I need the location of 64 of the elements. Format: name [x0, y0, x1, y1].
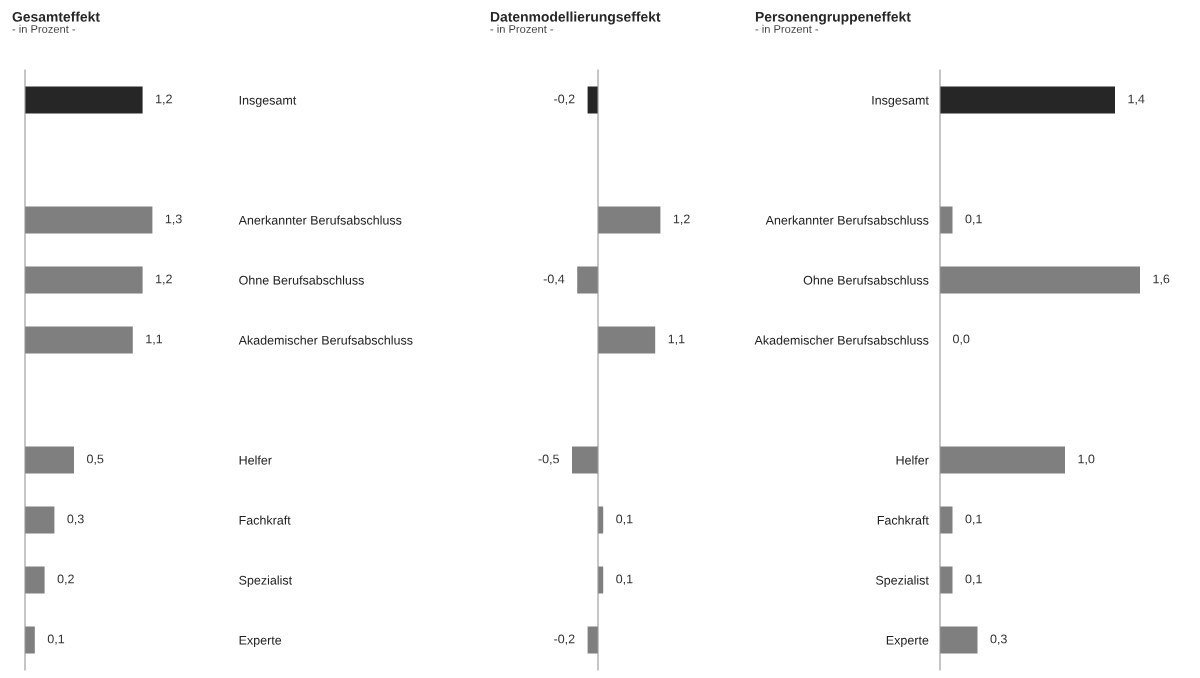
- bar: [25, 86, 143, 114]
- bar: [25, 326, 133, 354]
- y-tick-label: Helfer: [239, 455, 272, 465]
- data-label: 1,2: [156, 274, 172, 285]
- y-tick-label: Akademischer Berufsabschluss: [238, 335, 413, 345]
- data-label: 0,2: [57, 574, 74, 585]
- bar: [25, 266, 143, 294]
- bar: [940, 266, 1140, 294]
- y-tick-label: Anerkannter Berufsabschluss: [765, 215, 929, 225]
- bar: [598, 206, 661, 234]
- data-label: 0,1: [965, 514, 982, 525]
- data-label: 1,2: [673, 214, 690, 225]
- text: - in Prozent -: [755, 24, 819, 33]
- data-label: 0,5: [86, 454, 104, 465]
- y-tick-label: Akademischer Berufsabschluss: [754, 335, 929, 345]
- chart-title: Gesamteffekt: [12, 11, 100, 22]
- data-label: 0,3: [990, 634, 1007, 645]
- y-tick-label: Ohne Berufsabschluss: [239, 275, 364, 285]
- data-label: 1,4: [1128, 94, 1145, 105]
- y-tick-label: Fachkraft: [239, 515, 291, 525]
- bar: [587, 86, 598, 114]
- bar: [940, 446, 1065, 474]
- y-tick-label: Experte: [886, 635, 929, 648]
- data-label: 1,2: [156, 94, 172, 105]
- bar: [25, 626, 35, 654]
- data-label: 0,0: [952, 334, 970, 345]
- data-label: 1,3: [165, 214, 182, 225]
- y-tick-label: Ohne Berufsabschluss: [803, 275, 929, 285]
- y-tick-label: Anerkannter Berufsabschluss: [238, 215, 402, 225]
- bar: [577, 266, 598, 294]
- y-tick-label: Insgesamt: [872, 95, 929, 108]
- bar: [25, 566, 45, 594]
- chart-title: Datenmodellierungseffekt: [490, 11, 661, 25]
- y-tick-label: Spezialist: [875, 575, 929, 588]
- y-tick-label: Experte: [239, 635, 282, 648]
- data-label: 1,1: [146, 334, 163, 345]
- data-label: -0,2: [554, 94, 575, 105]
- bar: [25, 206, 153, 234]
- bar: [940, 506, 953, 534]
- y-tick-label: Fachkraft: [877, 515, 929, 525]
- data-label: -0,2: [554, 634, 575, 645]
- bar: [25, 506, 55, 534]
- data-label: -0,5: [538, 454, 559, 465]
- chart-title: Personengruppeneffekt: [755, 11, 911, 25]
- data-label: 0,1: [965, 574, 982, 585]
- data-label: 0,3: [67, 514, 84, 525]
- y-tick-label: Spezialist: [239, 575, 293, 588]
- bar: [940, 626, 978, 654]
- bar: [25, 446, 74, 474]
- data-label: 0,1: [965, 214, 982, 225]
- y-tick-label: Helfer: [896, 455, 929, 465]
- data-label: 1,1: [668, 334, 685, 345]
- chart-subtitle: - in Prozent -: [490, 24, 554, 33]
- data-label: 1,6: [1153, 274, 1170, 285]
- chart-subtitle: - in Prozent -: [12, 24, 76, 33]
- data-label: 0,1: [47, 634, 65, 645]
- data-label: 0,1: [616, 574, 633, 585]
- bar: [598, 326, 656, 354]
- y-tick-label: Insgesamt: [239, 95, 297, 108]
- data-label: 0,1: [616, 514, 633, 525]
- bar: [940, 86, 1115, 114]
- data-label: -0,4: [543, 274, 565, 285]
- data-label: 1,0: [1078, 454, 1095, 465]
- bar: [572, 446, 598, 474]
